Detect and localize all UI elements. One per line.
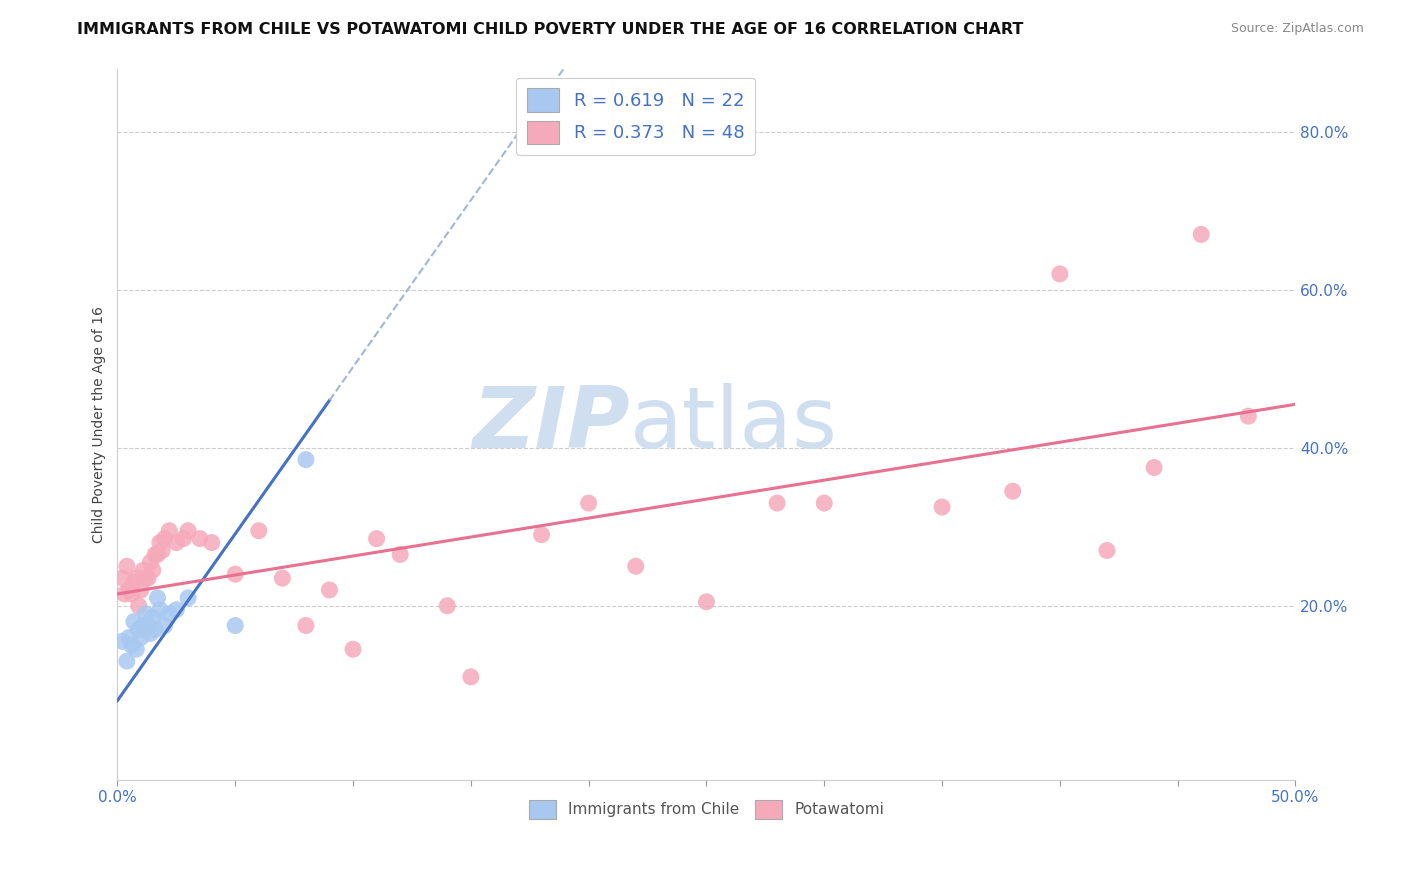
Point — [165, 535, 187, 549]
Point — [931, 500, 953, 514]
Point — [1049, 267, 1071, 281]
Point — [139, 555, 162, 569]
Y-axis label: Child Poverty Under the Age of 16: Child Poverty Under the Age of 16 — [93, 306, 107, 542]
Point — [177, 524, 200, 538]
Point — [1095, 543, 1118, 558]
Point — [153, 618, 176, 632]
Point — [766, 496, 789, 510]
Point — [149, 535, 172, 549]
Point — [530, 527, 553, 541]
Point — [224, 567, 246, 582]
Point — [115, 559, 138, 574]
Point — [143, 623, 166, 637]
Point — [295, 618, 318, 632]
Point — [125, 642, 148, 657]
Point — [153, 532, 176, 546]
Point — [132, 618, 155, 632]
Point — [139, 626, 162, 640]
Point — [135, 607, 157, 621]
Point — [1189, 227, 1212, 242]
Point — [318, 582, 340, 597]
Point — [132, 563, 155, 577]
Point — [172, 532, 194, 546]
Point — [149, 603, 172, 617]
Point — [271, 571, 294, 585]
Point — [578, 496, 600, 510]
Point — [142, 610, 165, 624]
Point — [121, 587, 143, 601]
Point — [247, 524, 270, 538]
Point — [121, 638, 143, 652]
Point — [813, 496, 835, 510]
Point — [111, 571, 134, 585]
Point — [114, 587, 136, 601]
Point — [128, 623, 150, 637]
Point — [177, 591, 200, 605]
Point — [157, 607, 180, 621]
Text: Source: ZipAtlas.com: Source: ZipAtlas.com — [1230, 22, 1364, 36]
Point — [128, 599, 150, 613]
Point — [136, 618, 159, 632]
Point — [135, 571, 157, 585]
Point — [188, 532, 211, 546]
Point — [165, 603, 187, 617]
Point — [118, 582, 141, 597]
Point — [125, 571, 148, 585]
Point — [436, 599, 458, 613]
Point — [157, 524, 180, 538]
Point — [460, 670, 482, 684]
Point — [624, 559, 647, 574]
Point — [129, 582, 152, 597]
Point — [136, 571, 159, 585]
Point — [146, 591, 169, 605]
Point — [118, 631, 141, 645]
Point — [150, 543, 173, 558]
Point — [366, 532, 388, 546]
Point — [342, 642, 364, 657]
Legend: Immigrants from Chile, Potawatomi: Immigrants from Chile, Potawatomi — [523, 794, 890, 825]
Text: atlas: atlas — [630, 383, 838, 466]
Point — [111, 634, 134, 648]
Point — [142, 563, 165, 577]
Point — [224, 618, 246, 632]
Point — [201, 535, 224, 549]
Point — [129, 631, 152, 645]
Point — [1143, 460, 1166, 475]
Point — [1001, 484, 1024, 499]
Point — [1237, 409, 1260, 424]
Point — [115, 654, 138, 668]
Point — [122, 575, 145, 590]
Text: ZIP: ZIP — [472, 383, 630, 466]
Point — [295, 452, 318, 467]
Text: IMMIGRANTS FROM CHILE VS POTAWATOMI CHILD POVERTY UNDER THE AGE OF 16 CORRELATIO: IMMIGRANTS FROM CHILE VS POTAWATOMI CHIL… — [77, 22, 1024, 37]
Point — [695, 595, 717, 609]
Point — [389, 548, 412, 562]
Point — [143, 548, 166, 562]
Point — [146, 548, 169, 562]
Point — [122, 615, 145, 629]
